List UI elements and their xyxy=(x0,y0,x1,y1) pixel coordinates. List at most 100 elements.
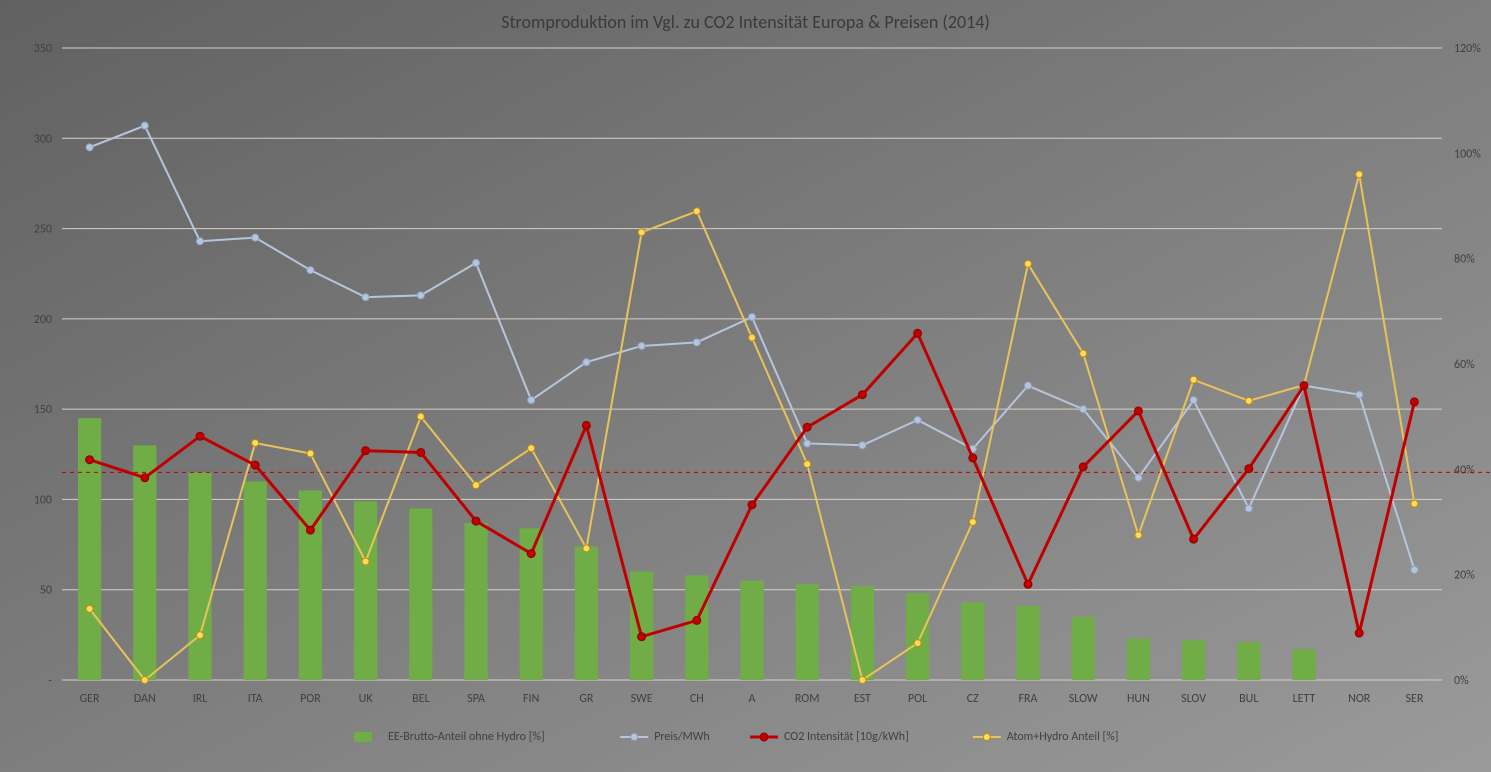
preis-marker xyxy=(1356,391,1363,398)
x-tick-label: SER xyxy=(1405,692,1423,706)
x-tick-label: ROM xyxy=(795,692,820,706)
bar xyxy=(906,593,929,680)
x-tick-label: EST xyxy=(854,692,871,706)
x-tick-label: SLOW xyxy=(1069,692,1098,706)
energy-chart: -501001502002503003500%20%40%60%80%100%1… xyxy=(0,0,1491,772)
x-tick-label: SWE xyxy=(631,692,653,706)
co2-marker xyxy=(1190,535,1198,543)
x-tick-label: FIN xyxy=(523,692,539,706)
bar xyxy=(409,508,432,680)
x-tick-label: HUN xyxy=(1127,692,1150,706)
bar xyxy=(685,575,708,680)
co2-marker xyxy=(693,616,701,624)
bar xyxy=(1182,640,1205,680)
atom-marker xyxy=(362,558,369,565)
co2-marker xyxy=(527,550,535,558)
co2-marker xyxy=(141,474,149,482)
co2-marker xyxy=(251,461,259,469)
preis-marker xyxy=(252,234,259,241)
bar xyxy=(244,481,267,680)
bar xyxy=(1292,649,1315,680)
bar xyxy=(464,523,487,680)
co2-marker xyxy=(858,391,866,399)
preis-marker xyxy=(638,342,645,349)
preis-marker xyxy=(141,122,148,129)
preis-marker xyxy=(1025,382,1032,389)
preis-marker xyxy=(473,259,480,266)
bar xyxy=(851,586,874,680)
preis-marker xyxy=(86,144,93,151)
chart-title: Stromproduktion im Vgl. zu CO2 Intensitä… xyxy=(501,11,990,33)
y-right-tick-label: 100% xyxy=(1454,147,1481,161)
preis-marker xyxy=(362,294,369,301)
preis-marker xyxy=(1190,397,1197,404)
x-tick-label: BUL xyxy=(1239,692,1258,706)
atom-marker xyxy=(473,482,480,489)
atom-marker xyxy=(252,440,259,447)
bar xyxy=(740,581,763,680)
legend-swatch-marker xyxy=(631,734,638,741)
co2-marker xyxy=(196,432,204,440)
preis-marker xyxy=(307,267,314,274)
x-tick-label: CZ xyxy=(967,692,979,706)
co2-marker xyxy=(1355,629,1363,637)
atom-marker xyxy=(1135,532,1142,539)
x-tick-label: SPA xyxy=(467,692,485,706)
legend-swatch-marker xyxy=(983,734,990,741)
co2-marker xyxy=(638,633,646,641)
atom-marker xyxy=(1080,350,1087,357)
bar xyxy=(630,572,653,680)
preis-marker xyxy=(1080,406,1087,413)
y-left-tick-label: 150 xyxy=(34,403,52,417)
atom-marker xyxy=(859,677,866,684)
atom-marker xyxy=(749,334,756,341)
bar xyxy=(1016,606,1039,680)
bar xyxy=(575,546,598,680)
atom-marker xyxy=(1025,260,1032,267)
atom-marker xyxy=(804,461,811,468)
x-tick-label: A xyxy=(749,692,756,706)
co2-marker xyxy=(969,454,977,462)
atom-marker xyxy=(528,445,535,452)
x-tick-label: UK xyxy=(359,692,374,706)
x-tick-label: IRL xyxy=(193,692,208,706)
atom-marker xyxy=(583,545,590,552)
y-left-tick-label: 200 xyxy=(34,313,52,327)
y-left-tick-label: 300 xyxy=(34,132,52,146)
co2-marker xyxy=(748,501,756,509)
co2-marker xyxy=(803,423,811,431)
co2-marker xyxy=(1245,465,1253,473)
co2-marker xyxy=(1134,407,1142,415)
atom-marker xyxy=(638,229,645,236)
preis-marker xyxy=(197,238,204,245)
y-left-tick-label: - xyxy=(48,674,52,688)
x-tick-label: POR xyxy=(300,692,321,706)
x-tick-label: POL xyxy=(908,692,927,706)
bar xyxy=(796,584,819,680)
atom-marker xyxy=(197,632,204,639)
co2-marker xyxy=(1300,382,1308,390)
bar xyxy=(1072,617,1095,680)
atom-marker xyxy=(1356,171,1363,178)
legend-swatch-bar xyxy=(354,732,372,742)
co2-marker xyxy=(472,517,480,525)
x-tick-label: ITA xyxy=(248,692,263,706)
y-right-tick-label: 60% xyxy=(1454,358,1475,372)
x-tick-label: FRA xyxy=(1019,692,1038,706)
bar xyxy=(1127,638,1150,680)
y-left-tick-label: 350 xyxy=(34,42,52,56)
bar xyxy=(961,602,984,680)
co2-marker xyxy=(362,447,370,455)
preis-marker xyxy=(693,339,700,346)
x-tick-label: BEL xyxy=(412,692,429,706)
co2-marker xyxy=(1410,398,1418,406)
atom-marker xyxy=(914,640,921,647)
preis-marker xyxy=(583,359,590,366)
legend-label: Preis/MWh xyxy=(654,730,710,744)
y-right-tick-label: 80% xyxy=(1454,253,1475,267)
preis-marker xyxy=(1245,505,1252,512)
legend-label: CO2 Intensität [10g/kWh] xyxy=(784,730,909,744)
preis-marker xyxy=(914,416,921,423)
legend-label: Atom+Hydro Anteil [%] xyxy=(1007,730,1119,744)
co2-marker xyxy=(914,329,922,337)
